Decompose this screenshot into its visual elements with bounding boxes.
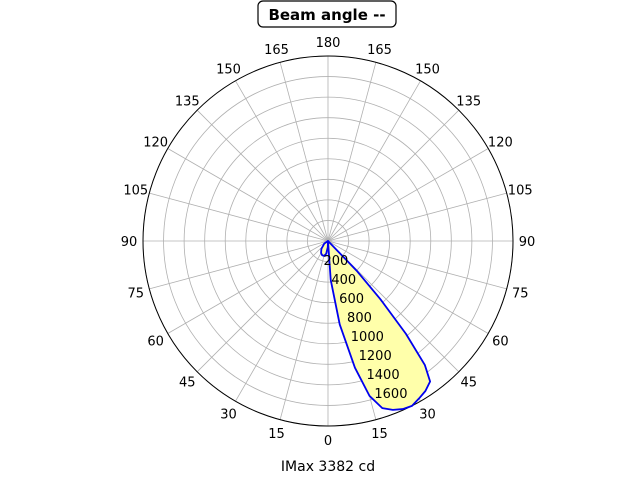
grid-spoke (149, 240, 329, 290)
angle-tick-label: 90 (519, 235, 536, 250)
angle-tick-labels: 0 15 30 45 60 75 90 105 120 135 150 165 180 15 30 45 60 7… (121, 36, 536, 449)
polar-frame (142, 55, 514, 427)
angle-tick-label: 105 (508, 183, 533, 198)
r-tick-label: 200 (323, 254, 348, 269)
r-tick-label: 1200 (359, 349, 392, 364)
angle-tick-label: 30 (220, 407, 237, 422)
grid-spoke (327, 240, 507, 290)
series-line-0 (327, 240, 431, 411)
angle-tick-label: 45 (460, 376, 477, 391)
r-tick-label: 400 (331, 273, 356, 288)
chart-title: Beam angle -- (268, 6, 385, 24)
r-tick-label: 600 (339, 292, 364, 307)
angle-tick-label: 15 (371, 427, 388, 442)
r-tick-label: 1600 (374, 387, 407, 402)
angle-tick-label: 120 (488, 136, 513, 151)
grid-spoke (327, 80, 421, 242)
r-tick-label: 800 (347, 311, 372, 326)
grid-spoke (327, 62, 377, 242)
angle-tick-label: 165 (264, 43, 289, 58)
angle-tick-label: 150 (415, 63, 440, 78)
grid-spoke (279, 62, 329, 242)
x-axis-label: IMax 3382 cd (281, 459, 375, 475)
series-line-1 (320, 240, 329, 257)
angle-tick-label: 135 (456, 94, 481, 109)
angle-tick-label: 75 (128, 287, 145, 302)
grid-spoke (279, 240, 329, 420)
series-fill-0 (328, 241, 431, 410)
grid-spoke (327, 240, 489, 334)
grid-spoke (327, 148, 489, 242)
angle-tick-label: 15 (268, 427, 285, 442)
grid-spoke (196, 240, 329, 373)
grid-spoke (167, 148, 329, 242)
grid-spoke (235, 80, 329, 242)
grid-spoke (196, 109, 329, 242)
data-layer (320, 240, 431, 411)
angle-tick-label: 45 (179, 376, 196, 391)
angle-tick-label: 165 (367, 43, 392, 58)
grid-spoke (235, 240, 329, 402)
r-tick-label: 1400 (367, 368, 400, 383)
grid-spoke (327, 109, 460, 242)
angle-tick-label: 60 (492, 335, 509, 350)
grid-spoke (167, 240, 329, 334)
angle-tick-label: 150 (216, 63, 241, 78)
grid-spoke (327, 192, 507, 242)
grid-spoke (149, 192, 329, 242)
angle-tick-label: 180 (316, 36, 341, 51)
angle-tick-label: 105 (123, 183, 148, 198)
angle-tick-label: 0 (324, 434, 332, 449)
chart-title-box: Beam angle -- (257, 0, 397, 28)
r-tick-label: 1000 (351, 330, 384, 345)
angle-tick-label: 75 (512, 287, 529, 302)
angle-tick-label: 30 (419, 407, 436, 422)
angle-tick-label: 90 (121, 235, 138, 250)
angle-tick-label: 135 (175, 94, 200, 109)
angle-tick-label: 60 (147, 335, 164, 350)
angle-tick-label: 120 (143, 136, 168, 151)
radial-tick-labels: 200 400 600 800 1000 1200 1400 1600 (323, 254, 407, 402)
